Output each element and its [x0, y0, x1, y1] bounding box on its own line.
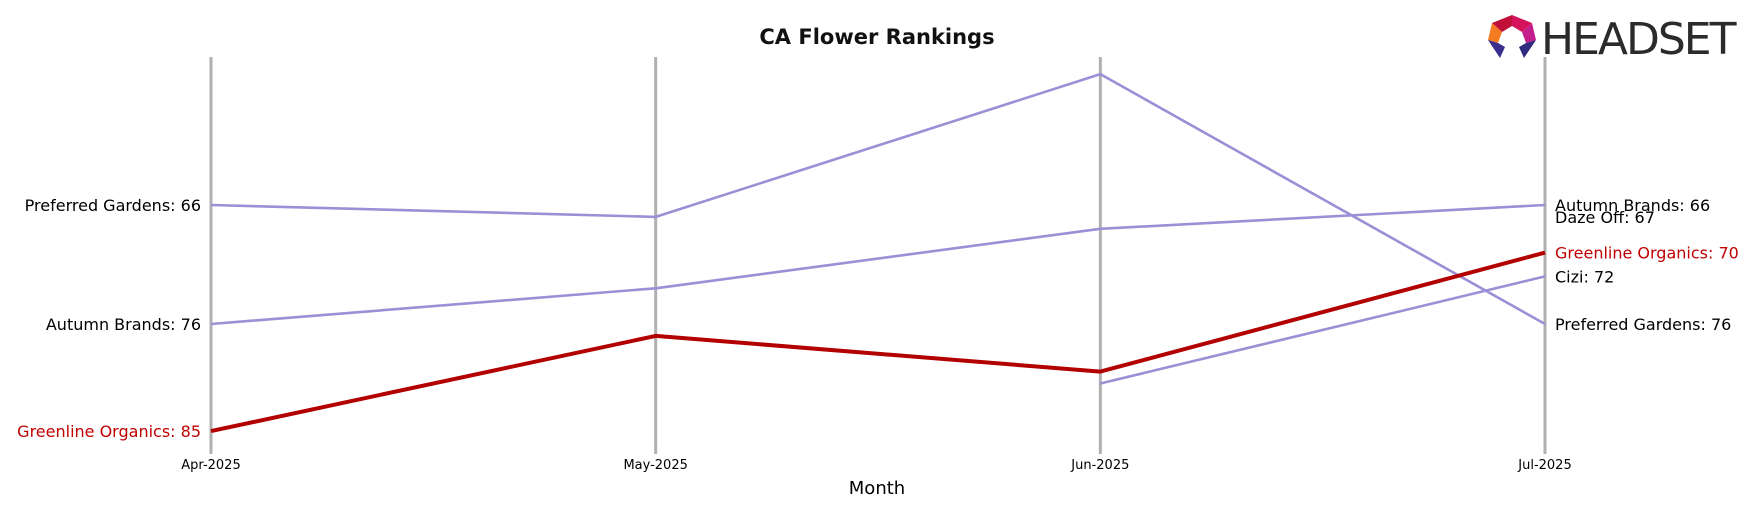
end-value-label: Cizi: 72 [1555, 267, 1614, 286]
end-value-label: Autumn Brands: 66 [1555, 196, 1710, 215]
end-value-label: Preferred Gardens: 76 [1555, 315, 1731, 334]
series-line-greenline-organics [210, 250, 1546, 434]
month-gridlines [209, 57, 1547, 454]
series-lines [210, 72, 1546, 434]
x-tick-label: May-2025 [623, 458, 687, 473]
end-value-label: Daze Off: 67 [1555, 208, 1655, 227]
x-tick-label: Jul-2025 [1517, 458, 1571, 473]
x-tick-label: Apr-2025 [181, 458, 240, 473]
x-axis-label: Month [849, 478, 905, 499]
series-line-preferred-gardens [210, 72, 1546, 326]
start-value-labels: Preferred Gardens: 66 Autumn Brands: 76 Gr… [17, 196, 201, 441]
x-axis-ticks: Apr-2025 May-2025 Jun-2025 Jul-2025 [181, 458, 1571, 473]
end-value-label: Greenline Organics: 70 [1555, 244, 1739, 263]
series-line-cizi [1100, 275, 1546, 385]
headset-logo-icon [1488, 15, 1536, 58]
series-line-autumn-brands [210, 203, 1546, 326]
headset-logo: HEADSET [1488, 14, 1739, 65]
headset-logo-text: HEADSET [1541, 14, 1737, 65]
chart-title: CA Flower Rankings [759, 25, 994, 49]
x-tick-label: Jun-2025 [1070, 458, 1129, 473]
start-value-label: Greenline Organics: 85 [17, 422, 201, 441]
start-value-label: Preferred Gardens: 66 [25, 196, 201, 215]
start-value-label: Autumn Brands: 76 [46, 315, 201, 334]
